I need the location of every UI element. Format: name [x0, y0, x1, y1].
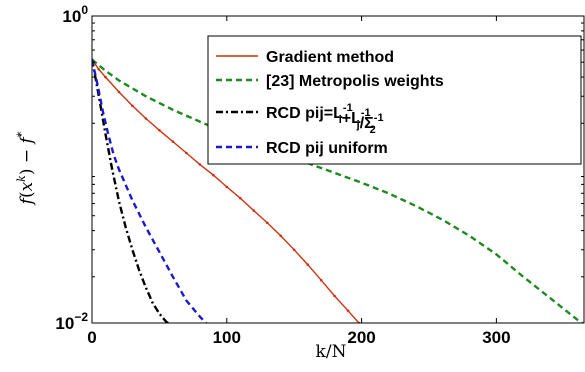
ticks-layer: 0 100 200 300 100 10−2: [55, 3, 584, 347]
x-tick-label: 300: [482, 328, 510, 347]
x-axis-label: k/N: [316, 342, 347, 362]
plot-frame: [91, 15, 585, 324]
series-line-1: [92, 59, 360, 323]
series-1-point: [239, 196, 242, 200]
series-layer: [92, 58, 584, 323]
series-1-point: [117, 90, 121, 94]
series-1-point: [104, 75, 107, 79]
series-1-point: [171, 140, 175, 143]
legend-label-4: RCD pij uniform: [266, 140, 388, 157]
series-1-point: [252, 209, 256, 212]
series-line-3: [92, 59, 171, 323]
series-1-point: [144, 117, 148, 120]
series-1-point: [292, 248, 296, 252]
series-1-point: [346, 309, 350, 313]
legend-label-1: Gradient method: [266, 49, 394, 66]
series-1-point: [333, 294, 336, 298]
series-1-point: [279, 234, 283, 238]
series-1-point: [306, 263, 310, 266]
series-1-point: [265, 221, 269, 224]
series-1-point: [225, 185, 229, 189]
y-axis-label: f(xk) − f*: [15, 131, 37, 206]
x-tick-label: 0: [87, 328, 96, 347]
series-1-point: [212, 173, 215, 177]
y-tick-label: 100: [62, 3, 88, 26]
x-tick-label: 100: [213, 328, 241, 347]
legend-label-3: RCD pij=L-1 i+L-1 j/Σ-1 2: [266, 102, 384, 136]
legend-label-2: [23] Metropolis weights: [266, 73, 444, 90]
y-tick-label: 10−2: [55, 310, 88, 333]
series-1-point: [131, 104, 134, 108]
series-1-point: [97, 67, 100, 71]
series-line-4: [92, 59, 208, 323]
series-1-point: [158, 129, 161, 132]
series-1-point: [198, 163, 202, 166]
legend-box: [207, 35, 582, 165]
x-tick-label: 200: [347, 328, 375, 347]
legend: Gradient method [23] Metropolis weights RC…: [207, 35, 582, 165]
series-line-2: [92, 58, 584, 323]
series-1-point: [319, 278, 323, 282]
series-1-point: [185, 151, 188, 155]
